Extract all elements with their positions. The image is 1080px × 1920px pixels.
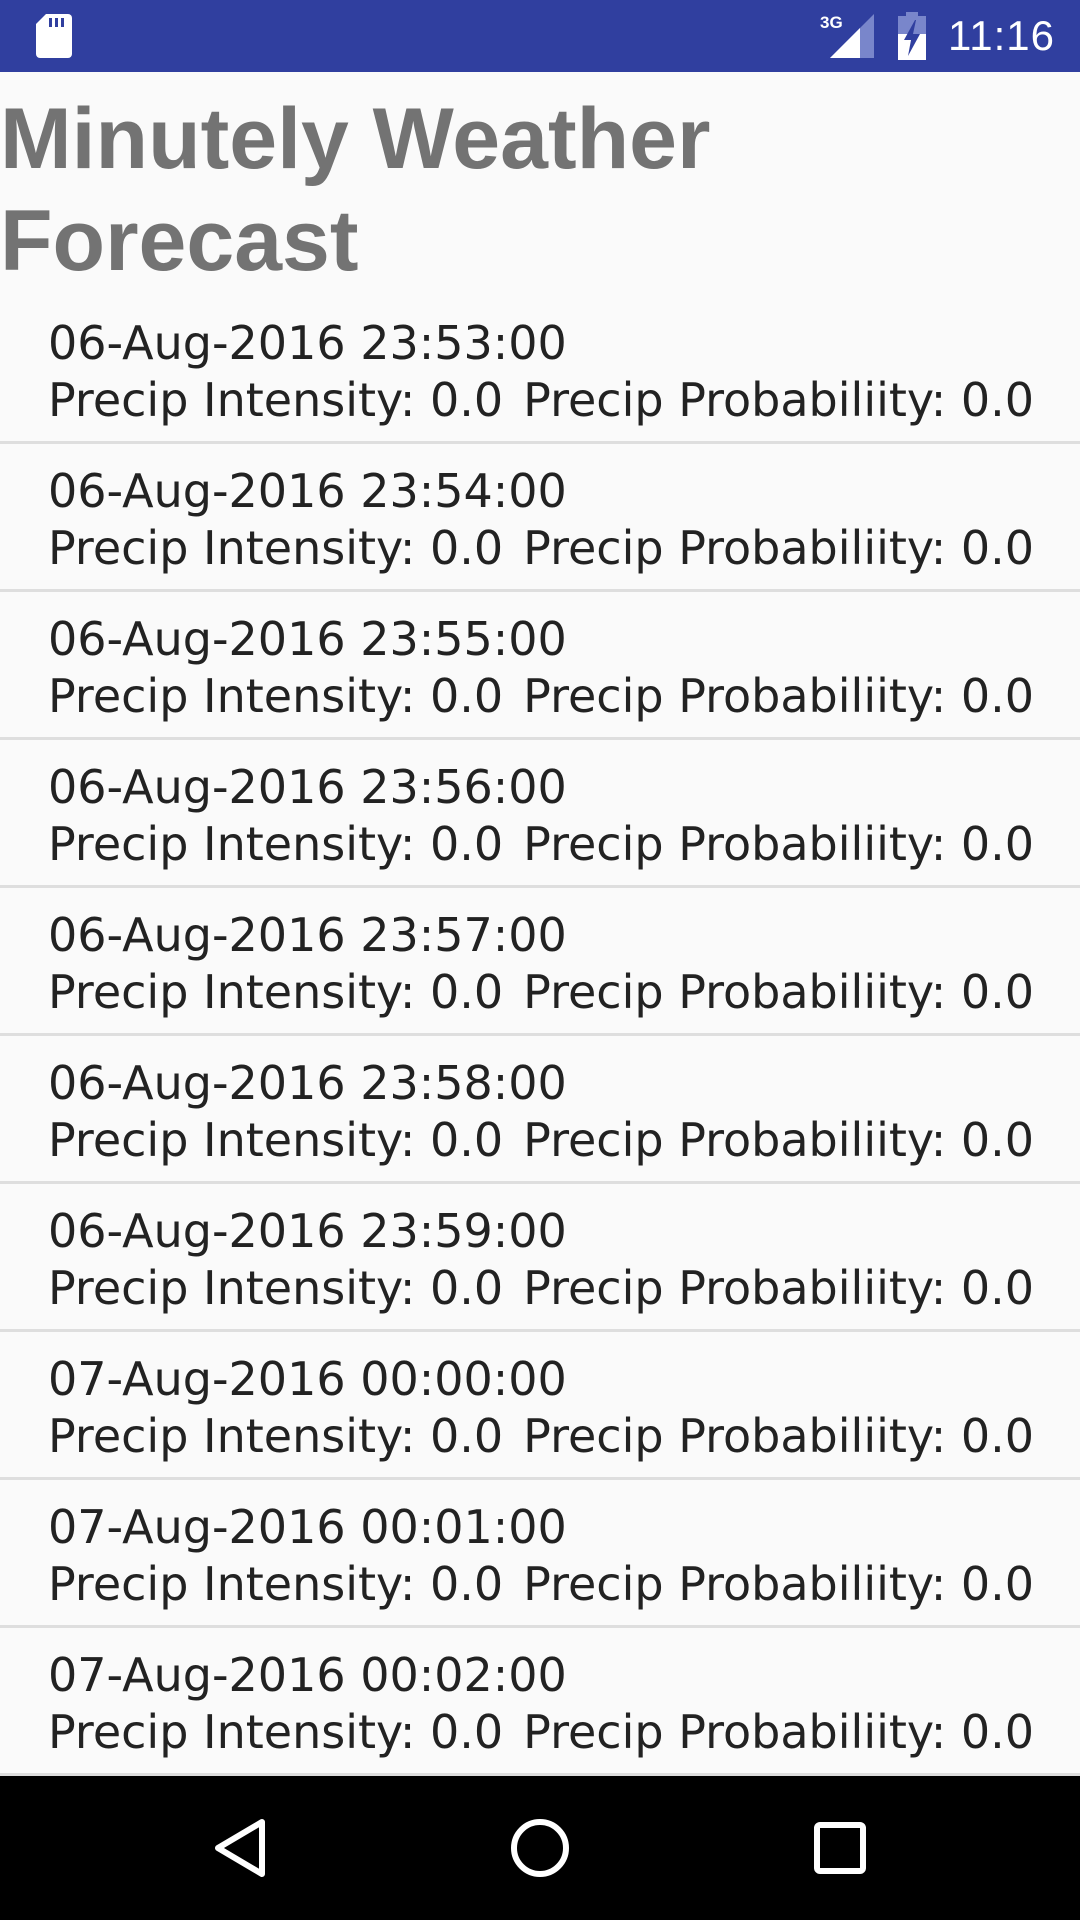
home-button[interactable] [460,1776,620,1920]
back-icon [210,1817,270,1879]
precip-probability: Precip Probabiliity: 0.0 [523,1409,1034,1463]
forecast-datetime: 06-Aug-2016 23:59:00 [48,1204,567,1258]
precip-probability: Precip Probabiliity: 0.0 [523,373,1034,427]
sd-card-icon [36,14,72,58]
list-item[interactable]: 06-Aug-2016 23:59:00 Precip Intensity: 0… [0,1184,1080,1332]
forecast-values: Precip Intensity: 0.0 Precip Probabiliity… [48,817,1034,871]
list-item[interactable]: 06-Aug-2016 23:58:00 Precip Intensity: 0… [0,1036,1080,1184]
forecast-list[interactable]: 06-Aug-2016 23:53:00 Precip Intensity: 0… [0,296,1080,1776]
list-item[interactable]: 06-Aug-2016 23:57:00 Precip Intensity: 0… [0,888,1080,1036]
precip-intensity: Precip Intensity: 0.0 [48,521,503,575]
status-time: 11:16 [948,12,1055,60]
forecast-datetime: 06-Aug-2016 23:56:00 [48,760,567,814]
precip-probability: Precip Probabiliity: 0.0 [523,1557,1034,1611]
forecast-datetime: 07-Aug-2016 00:01:00 [48,1500,567,1554]
list-item[interactable]: 06-Aug-2016 23:55:00 Precip Intensity: 0… [0,592,1080,740]
precip-probability: Precip Probabiliity: 0.0 [523,817,1034,871]
forecast-values: Precip Intensity: 0.0 Precip Probabiliity… [48,1113,1034,1167]
back-button[interactable] [160,1776,320,1920]
precip-intensity: Precip Intensity: 0.0 [48,373,503,427]
forecast-datetime: 07-Aug-2016 00:02:00 [48,1648,567,1702]
precip-probability: Precip Probabiliity: 0.0 [523,1261,1034,1315]
forecast-datetime: 06-Aug-2016 23:58:00 [48,1056,567,1110]
list-item[interactable]: 07-Aug-2016 00:01:00 Precip Intensity: 0… [0,1480,1080,1628]
forecast-values: Precip Intensity: 0.0 Precip Probabiliity… [48,669,1034,723]
forecast-values: Precip Intensity: 0.0 Precip Probabiliity… [48,965,1034,1019]
precip-intensity: Precip Intensity: 0.0 [48,817,503,871]
signal-icon: 3G [818,12,874,58]
list-item[interactable]: 06-Aug-2016 23:53:00 Precip Intensity: 0… [0,296,1080,444]
list-item[interactable]: 06-Aug-2016 23:56:00 Precip Intensity: 0… [0,740,1080,888]
forecast-datetime: 06-Aug-2016 23:57:00 [48,908,567,962]
forecast-datetime: 06-Aug-2016 23:55:00 [48,612,567,666]
list-item[interactable]: 07-Aug-2016 00:02:00 Precip Intensity: 0… [0,1628,1080,1776]
forecast-values: Precip Intensity: 0.0 Precip Probabiliity… [48,373,1034,427]
precip-probability: Precip Probabiliity: 0.0 [523,669,1034,723]
list-item[interactable]: 06-Aug-2016 23:54:00 Precip Intensity: 0… [0,444,1080,592]
forecast-values: Precip Intensity: 0.0 Precip Probabiliity… [48,1705,1034,1759]
forecast-values: Precip Intensity: 0.0 Precip Probabiliity… [48,1409,1034,1463]
page-title: Minutely Weather Forecast [0,88,1080,292]
status-bar: 3G 11:16 [0,0,1080,72]
forecast-values: Precip Intensity: 0.0 Precip Probabiliity… [48,1261,1034,1315]
forecast-values: Precip Intensity: 0.0 Precip Probabiliity… [48,521,1034,575]
forecast-datetime: 07-Aug-2016 00:00:00 [48,1352,567,1406]
precip-intensity: Precip Intensity: 0.0 [48,1261,503,1315]
list-item[interactable]: 07-Aug-2016 00:00:00 Precip Intensity: 0… [0,1332,1080,1480]
battery-charging-icon [896,12,928,60]
forecast-datetime: 06-Aug-2016 23:53:00 [48,316,567,370]
precip-probability: Precip Probabiliity: 0.0 [523,521,1034,575]
precip-probability: Precip Probabiliity: 0.0 [523,1705,1034,1759]
precip-probability: Precip Probabiliity: 0.0 [523,1113,1034,1167]
precip-intensity: Precip Intensity: 0.0 [48,1113,503,1167]
network-type-label: 3G [820,13,843,32]
forecast-datetime: 06-Aug-2016 23:54:00 [48,464,567,518]
precip-intensity: Precip Intensity: 0.0 [48,965,503,1019]
recents-button[interactable] [760,1776,920,1920]
precip-intensity: Precip Intensity: 0.0 [48,1705,503,1759]
precip-intensity: Precip Intensity: 0.0 [48,1557,503,1611]
forecast-values: Precip Intensity: 0.0 Precip Probabiliity… [48,1557,1034,1611]
recents-icon [812,1820,868,1876]
home-icon [508,1816,572,1880]
navigation-bar [0,1776,1080,1920]
precip-intensity: Precip Intensity: 0.0 [48,669,503,723]
precip-intensity: Precip Intensity: 0.0 [48,1409,503,1463]
precip-probability: Precip Probabiliity: 0.0 [523,965,1034,1019]
